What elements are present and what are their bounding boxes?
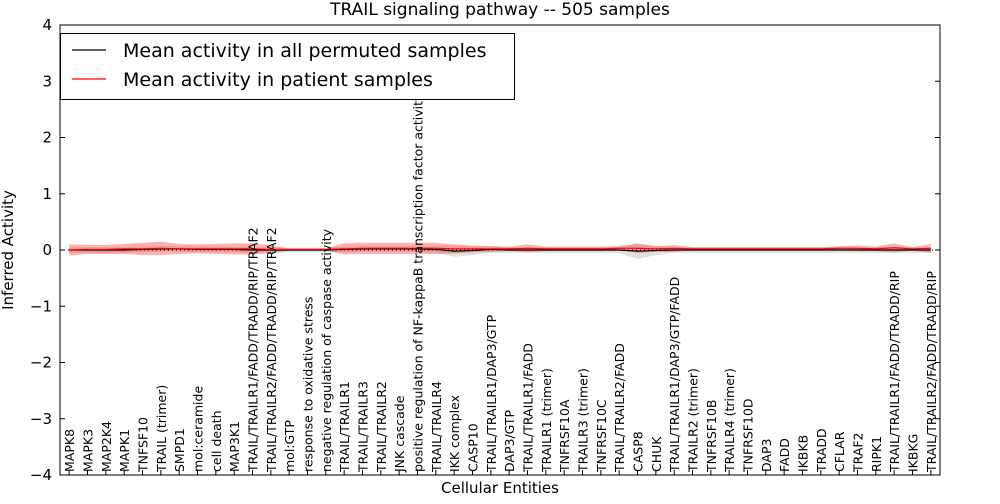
x-tick-label: TRADD	[814, 428, 829, 473]
x-tick-label: IKK complex	[447, 395, 462, 472]
x-tick-label: TRAIL/TRAILR1/DAP3/GTP	[484, 314, 499, 473]
plot-frame	[59, 24, 941, 476]
x-tick-label: TNFRSF10B	[704, 400, 719, 473]
y-axis-label: Inferred Activity	[0, 190, 17, 310]
x-tick-label: CFLAR	[832, 431, 847, 472]
x-tick-label: cell death	[209, 410, 224, 472]
x-tick-label: MAP3K1	[227, 421, 242, 472]
y-tick-label: 2	[42, 129, 52, 147]
x-tick-label: TRAF2	[851, 432, 866, 473]
x-tick-label: TRAILR4 (trimer)	[722, 368, 737, 473]
x-tick-label: TRAIL/TRAILR1/FADD/TRADD/RIP/TRAF2	[246, 227, 261, 473]
x-tick-label: TRAILR2 (trimer)	[686, 368, 701, 473]
x-tick-label: MAP2K4	[99, 421, 114, 472]
band-series-0	[69, 243, 931, 259]
y-tick-label: 0	[42, 241, 52, 259]
x-tick-label: CASP8	[631, 431, 646, 472]
x-tick-label: TRAIL/TRAILR1	[337, 381, 352, 473]
x-tick-label: TRAILR1 (trimer)	[539, 368, 554, 473]
x-tick-label: TRAIL/TRAILR1/FADD	[521, 343, 536, 473]
x-tick-label: CHUK	[649, 436, 664, 472]
chart-title: TRAIL signaling pathway -- 505 samples	[329, 0, 670, 20]
x-tick-label: FADD	[777, 438, 792, 472]
legend: Mean activity in all permuted samples Me…	[60, 33, 515, 100]
x-tick-label: negative regulation of caspase activity	[319, 228, 334, 472]
x-tick-label: CASP10	[466, 423, 481, 472]
x-tick-label: TNFRSF10C	[594, 399, 609, 473]
y-tick-label: −4	[30, 466, 52, 484]
x-tick-label: TRAIL/TRAILR2/FADD	[612, 343, 627, 473]
x-tick-label: MAPK3	[81, 429, 96, 472]
legend-label-patient: Mean activity in patient samples	[123, 69, 433, 91]
y-tick-label: 3	[42, 72, 52, 90]
x-tick-label: TRAIL/TRAILR2/FADD/TRADD/RIP/TRAF2	[264, 227, 279, 473]
x-tick-label: TRAIL/TRAILR1/DAP3/GTP/FADD	[667, 277, 682, 473]
x-tick-label: IKBKB	[796, 435, 811, 472]
x-tick-label: TNFRSF10D	[741, 398, 756, 473]
x-tick-label: TNFSF10	[136, 417, 151, 473]
legend-box	[60, 33, 515, 100]
x-tick-label: mol:ceramide	[191, 386, 206, 472]
x-tick-label: mol:GTP	[282, 420, 297, 472]
x-tick-label: RIPK1	[869, 436, 884, 472]
x-tick-label: SMPD1	[172, 428, 187, 472]
y-tick-label: −1	[30, 297, 52, 315]
x-tick-label: MAPK8	[62, 429, 77, 472]
x-tick-label: TRAIL/TRAILR4	[429, 381, 444, 473]
x-tick-label: TRAILR3 (trimer)	[576, 368, 591, 473]
y-tick-label: −2	[30, 354, 52, 372]
line-series-1	[69, 247, 931, 251]
x-tick-label: response to oxidative stress	[301, 297, 316, 472]
x-tick-label: TRAIL/TRAILR2/FADD/TRADD/RIP	[924, 271, 939, 473]
y-tick-label: −3	[30, 410, 52, 428]
y-tick-label: 4	[42, 16, 52, 34]
x-tick-label: DAP3	[759, 439, 774, 472]
x-tick-label: IKBKG	[906, 434, 921, 472]
x-tick-label: TRAIL/TRAILR3	[356, 381, 371, 473]
x-tick-label: TNFRSF10A	[557, 399, 572, 473]
x-tick-label: JNK cascade	[392, 395, 407, 473]
x-tick-label: TRAIL/TRAILR2	[374, 381, 389, 473]
x-tick-label: MAPK1	[117, 429, 132, 472]
legend-label-permuted: Mean activity in all permuted samples	[123, 40, 486, 62]
x-tick-label: TRAIL/TRAILR1/FADD/TRADD/RIP	[887, 271, 902, 473]
x-tick-label: DAP3/GTP	[502, 409, 517, 472]
x-tick-label: positive regulation of NF-kappaB transcr…	[411, 93, 426, 472]
x-axis-label: Cellular Entities	[441, 479, 559, 497]
x-tick-label: TRAIL (trimer)	[154, 385, 169, 473]
y-tick-label: 1	[42, 185, 52, 203]
